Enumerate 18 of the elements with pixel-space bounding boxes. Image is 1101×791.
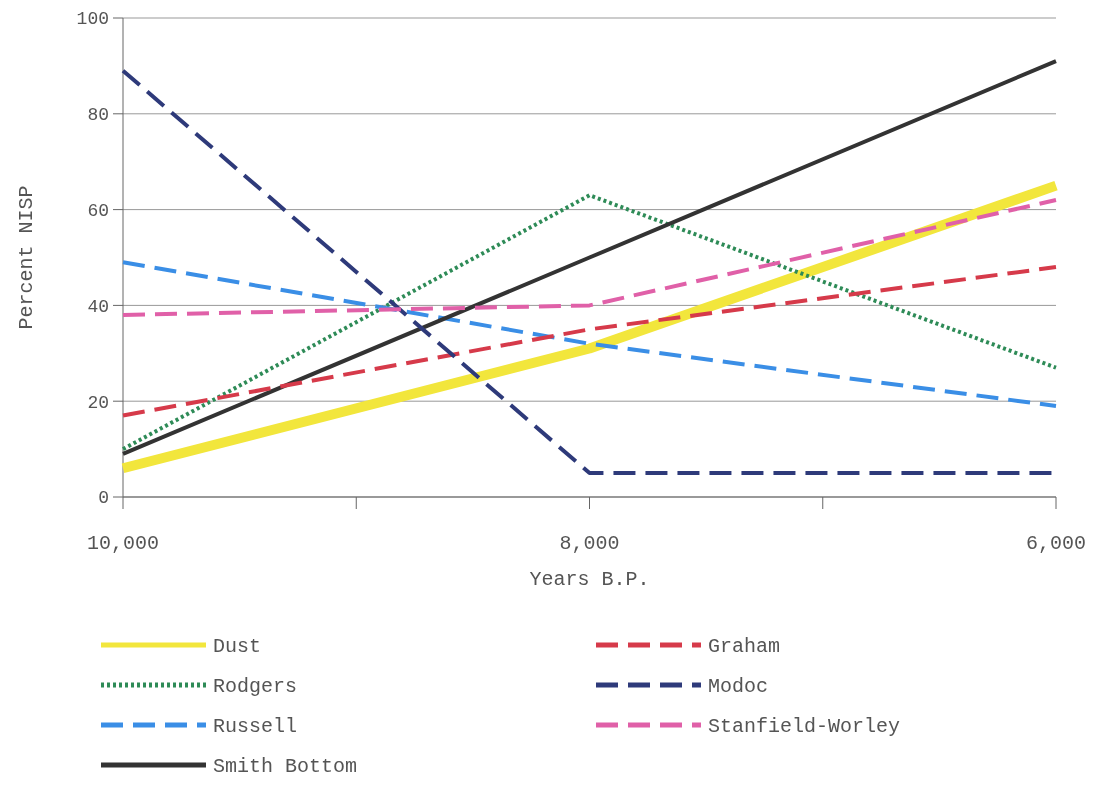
- y-tick-label: 60: [87, 200, 109, 221]
- legend-label: Stanfield-Worley: [708, 715, 901, 738]
- legend-label: Smith Bottom: [213, 755, 358, 778]
- legend-label: Rodgers: [213, 675, 298, 698]
- x-tick-label: 10,000: [86, 532, 160, 555]
- y-tick-label: 100: [76, 9, 109, 30]
- y-axis-title: Percent NISP: [15, 185, 38, 330]
- legend-label: Russell: [213, 715, 298, 738]
- legend-label: Modoc: [708, 675, 769, 698]
- y-tick-label: 20: [87, 392, 109, 413]
- y-tick-label: 40: [87, 296, 109, 317]
- legend-label: Graham: [708, 635, 781, 658]
- y-tick-label: 0: [98, 488, 109, 509]
- x-tick-label: 6,000: [1025, 532, 1087, 555]
- legend-label: Dust: [213, 635, 262, 658]
- x-tick-label: 8,000: [559, 532, 620, 555]
- y-tick-label: 80: [87, 105, 109, 126]
- x-axis-title: Years B.P.: [529, 568, 650, 591]
